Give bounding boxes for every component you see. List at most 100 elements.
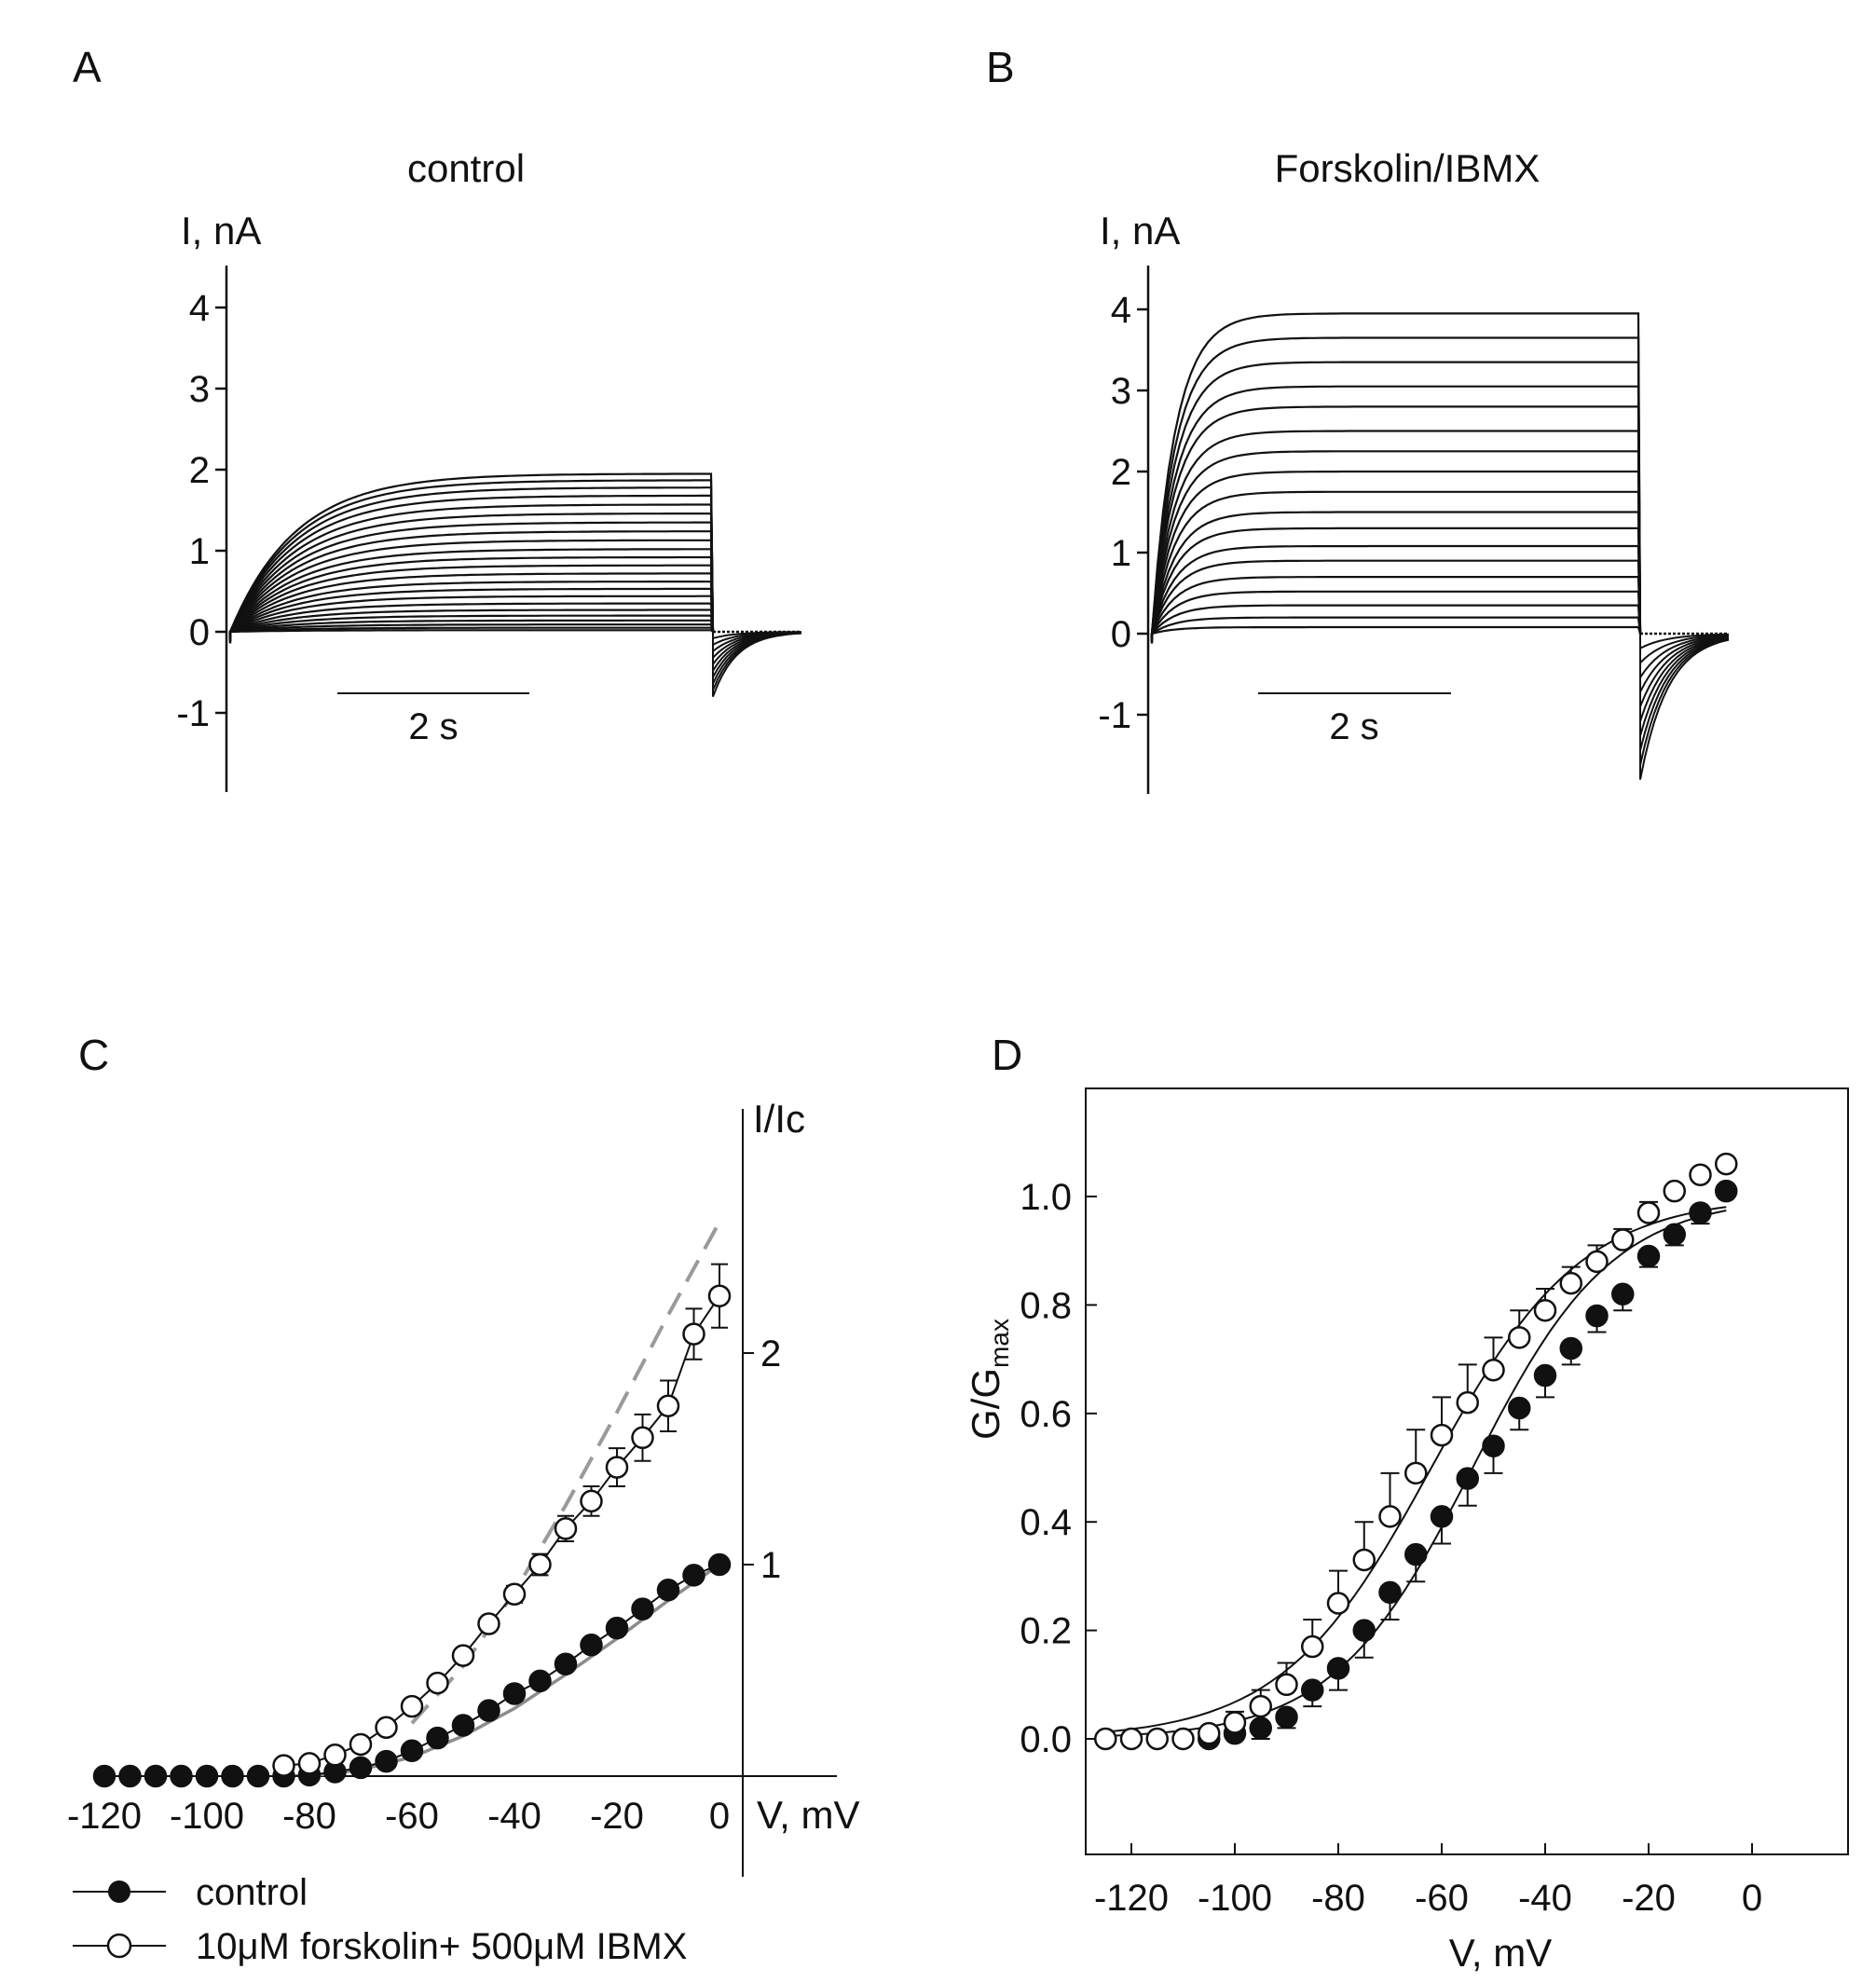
panel-d-y-axis-label: G/Gmax — [964, 1319, 1014, 1440]
panel-a-y-axis-label: I, nA — [181, 209, 261, 253]
control-point — [656, 1578, 680, 1602]
panel-b-scalebar-label: 2 s — [1329, 706, 1378, 747]
current-trace — [228, 629, 714, 644]
y-tick-label: 1 — [1111, 533, 1131, 574]
forskolin-point — [1689, 1163, 1712, 1186]
current-trace — [1150, 590, 1642, 643]
forskolin-point — [1301, 1634, 1324, 1659]
panel-label-c: C — [78, 1031, 109, 1079]
forskolin-point — [502, 1582, 527, 1607]
control-point — [1275, 1705, 1298, 1729]
panel-b-traces — [1150, 312, 1730, 780]
forskolin-point — [1533, 1298, 1557, 1322]
panel-d: D G/Gmax V, mV -120 -100 -80 -60 -40 -20 0 1.0 0… — [964, 1031, 1849, 1975]
x-tick-label: -120 — [67, 1796, 142, 1837]
current-trace — [228, 564, 715, 640]
current-trace — [228, 581, 715, 641]
current-trace — [1150, 450, 1642, 640]
forskolin-point — [1585, 1250, 1609, 1274]
panel-d-y-axis-label-text: G/Gmax — [964, 1319, 1014, 1440]
forskolin-point — [1223, 1711, 1247, 1734]
current-trace — [1150, 604, 1642, 643]
y-tick-label: 4 — [1111, 290, 1131, 331]
current-trace — [228, 626, 714, 644]
control-point — [1585, 1304, 1609, 1328]
y-tick-label: 0.6 — [1020, 1394, 1072, 1435]
forskolin-point — [1249, 1694, 1272, 1718]
control-point — [682, 1564, 705, 1587]
y-tick-label: 0.0 — [1020, 1719, 1072, 1760]
forskolin-point — [1636, 1201, 1661, 1224]
current-trace — [228, 587, 715, 641]
y-tick-label: 1 — [189, 531, 210, 572]
panel-a-title: control — [407, 146, 525, 190]
control-point — [502, 1682, 527, 1705]
current-trace — [228, 494, 715, 637]
current-trace — [228, 595, 715, 641]
x-tick-label: -60 — [385, 1796, 439, 1837]
forskolin-point — [1715, 1152, 1738, 1176]
tail-trace — [1639, 634, 1730, 736]
x-tick-label: -20 — [590, 1796, 644, 1837]
x-tick-label: -60 — [1415, 1878, 1469, 1919]
tail-trace — [712, 632, 802, 697]
current-trace — [228, 503, 715, 637]
tail-trace — [1639, 634, 1730, 722]
panel-b-y-axis-label: I, nA — [1100, 209, 1180, 253]
current-trace — [1150, 616, 1642, 644]
panel-c-y-axis-label: I/Ic — [753, 1097, 805, 1141]
forskolin-point — [1611, 1228, 1635, 1251]
control-point — [221, 1764, 244, 1788]
forskolin-point — [1404, 1461, 1428, 1485]
control-point — [375, 1749, 398, 1773]
control-point — [605, 1616, 629, 1640]
forskolin-point — [528, 1552, 552, 1577]
control-point — [707, 1552, 732, 1577]
y-tick-label: 0.4 — [1020, 1502, 1072, 1543]
panel-d-axes: -120 -100 -80 -60 -40 -20 0 1.0 0.8 0.6 0.4 0.2 0.0 — [1020, 1177, 1762, 1919]
legend-marker-control — [108, 1880, 130, 1903]
forskolin-point — [477, 1612, 500, 1635]
current-trace — [228, 555, 715, 639]
forskolin-point — [1559, 1271, 1582, 1295]
forskolin-point — [426, 1671, 449, 1695]
control-point — [1352, 1619, 1376, 1642]
current-trace — [228, 521, 715, 638]
forskolin-point — [1275, 1673, 1298, 1697]
control-point — [1689, 1201, 1712, 1224]
control-point — [170, 1764, 193, 1788]
y-tick-label: 0.8 — [1020, 1285, 1072, 1326]
forskolin-point — [375, 1716, 398, 1740]
forskolin-point — [349, 1732, 373, 1757]
control-point — [528, 1669, 552, 1693]
x-tick-label: -100 — [170, 1796, 244, 1837]
forskolin-point — [1378, 1505, 1402, 1528]
current-trace — [228, 539, 715, 639]
panel-a: A control I, nA 4 3 2 1 0 -1 2 s — [73, 43, 802, 792]
forskolin-point — [605, 1456, 629, 1479]
forskolin-point — [1326, 1592, 1350, 1615]
x-tick-label: -80 — [1311, 1878, 1365, 1919]
control-point — [195, 1764, 219, 1788]
y-tick-label: 0 — [189, 612, 210, 653]
y-tick-label: 0.2 — [1020, 1611, 1072, 1652]
control-point — [1482, 1434, 1505, 1457]
control-point — [1456, 1467, 1479, 1490]
forskolin-point — [1352, 1548, 1376, 1572]
panel-label-b: B — [986, 43, 1015, 91]
current-trace — [1150, 576, 1642, 643]
forskolin-point — [400, 1694, 424, 1718]
panel-d-y-axis-label-main: G/G — [964, 1368, 1007, 1440]
y-tick-label: 2 — [189, 450, 210, 491]
y-tick-label: 1.0 — [1020, 1177, 1072, 1218]
forskolin-point — [1094, 1727, 1117, 1751]
forskolin-point — [682, 1322, 705, 1346]
forskolin-point — [707, 1284, 732, 1307]
tail-trace — [1639, 634, 1730, 707]
forskolin-point — [1198, 1721, 1221, 1745]
tail-trace — [712, 631, 802, 667]
control-point — [1663, 1223, 1686, 1246]
panel-b-axis: 4 3 2 1 0 -1 — [1098, 266, 1150, 794]
control-point — [1636, 1244, 1661, 1268]
tail-trace — [1639, 634, 1730, 751]
